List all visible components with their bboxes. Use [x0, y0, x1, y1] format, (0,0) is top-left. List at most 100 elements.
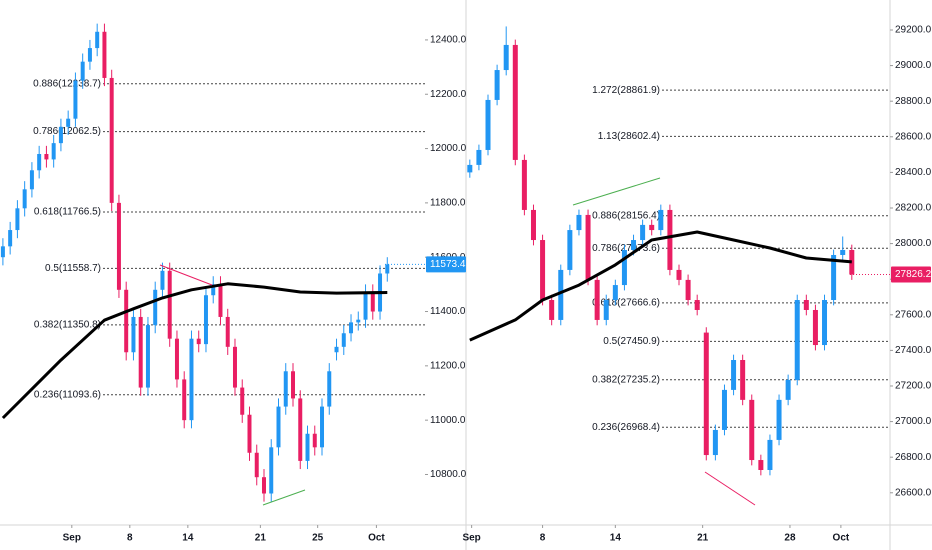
candle [731, 354, 737, 396]
candle [667, 204, 673, 276]
candle-body [247, 414, 252, 453]
candle [530, 204, 536, 246]
y-tick-label: 10800.0 [430, 469, 467, 480]
candle-body [476, 149, 482, 165]
candle [749, 394, 755, 466]
candle [232, 338, 237, 396]
candle-body [124, 289, 129, 353]
candle-body [667, 209, 673, 270]
candle [712, 424, 718, 461]
y-tick-label: 28000.0 [895, 238, 932, 249]
candle-body [603, 300, 609, 320]
candle-body [44, 153, 49, 160]
candle [116, 194, 121, 298]
candle-body [305, 433, 310, 461]
candle-body [22, 189, 27, 209]
fib-label: 0.236(26968.4) [592, 422, 660, 433]
moving-average [1, 282, 388, 420]
candle-body [283, 371, 288, 407]
pattern-line [159, 264, 213, 286]
candle [15, 200, 20, 239]
candle [758, 454, 764, 476]
candle-body [8, 230, 13, 247]
candle-body [812, 309, 818, 346]
candle [503, 26, 509, 76]
candle-body [840, 249, 846, 255]
candle [485, 94, 491, 156]
x-tick-label: 8 [127, 533, 133, 544]
x-tick-label: Oct [368, 533, 385, 544]
candle [558, 264, 564, 326]
candle-body [385, 264, 390, 274]
grid-layer: 0.886(12238.7) 0.786(12062.5) 0.618(11766.… [33, 29, 893, 528]
candle-body [232, 346, 237, 388]
candle [131, 308, 136, 361]
y-tick-label: 12200.0 [430, 89, 467, 100]
fib-label: 0.786(12062.5) [33, 126, 101, 137]
candle-body [29, 170, 34, 190]
candle-body [849, 249, 855, 275]
candle-body [776, 399, 782, 440]
candle-body [767, 439, 773, 470]
y-tick-label: 27000.0 [895, 416, 932, 427]
candle [182, 371, 187, 429]
candle-body [95, 31, 100, 49]
candle-body [540, 240, 546, 301]
candle [145, 316, 150, 396]
y-tick-label: 26600.0 [895, 487, 932, 498]
candle [694, 294, 700, 316]
candle [494, 64, 500, 106]
candle-body [225, 316, 230, 347]
candle [247, 406, 252, 461]
candle [831, 249, 837, 306]
candle-body [320, 406, 325, 448]
candle-body [467, 164, 473, 173]
candle-body [356, 319, 361, 323]
candle-body [631, 240, 637, 250]
candle-body [594, 279, 600, 320]
candle [174, 330, 179, 388]
candle [211, 276, 216, 304]
x-tick-label: 21 [697, 533, 709, 544]
candle [540, 234, 546, 306]
candle-body [58, 126, 63, 144]
candle-body [261, 477, 266, 494]
candle [138, 308, 143, 396]
candle [549, 294, 555, 326]
candle [102, 23, 107, 87]
y-tick-label: 11200.0 [430, 360, 466, 371]
candle [276, 398, 281, 456]
candle [22, 181, 27, 217]
candle [840, 236, 846, 261]
candle-body [298, 398, 303, 461]
layers: 0.886(12238.7) 0.786(12062.5) 0.618(11766.… [0, 23, 932, 544]
fib-label: 1.272(28861.9) [592, 85, 660, 96]
y-tick-label: 11000.0 [430, 415, 466, 426]
candle-body [831, 254, 837, 301]
candle-body [349, 322, 354, 334]
candle-body [160, 270, 165, 290]
candle-body [740, 359, 746, 400]
candle [794, 294, 800, 386]
candle-body [822, 300, 828, 346]
fib-label: 0.382(11350.8) [34, 320, 101, 331]
candle [37, 145, 42, 179]
candle [703, 327, 709, 461]
candle [291, 363, 295, 407]
candle [269, 439, 274, 502]
fib-label: 1.13(28602.4) [598, 131, 660, 142]
y-tick-label: 28800.0 [895, 96, 932, 107]
candle [521, 154, 527, 216]
candle-body [240, 387, 245, 415]
candle [803, 294, 809, 316]
candle [167, 262, 172, 347]
marks-layer [0, 23, 855, 502]
fib-label: 0.886(28156.4) [592, 210, 660, 221]
candle-body [794, 300, 800, 380]
candle [341, 325, 346, 355]
fib-label: 0.5(27450.9) [603, 336, 660, 347]
y-tick-label: 27600.0 [895, 309, 932, 320]
candle-body [87, 48, 92, 62]
candle-body [341, 333, 346, 347]
